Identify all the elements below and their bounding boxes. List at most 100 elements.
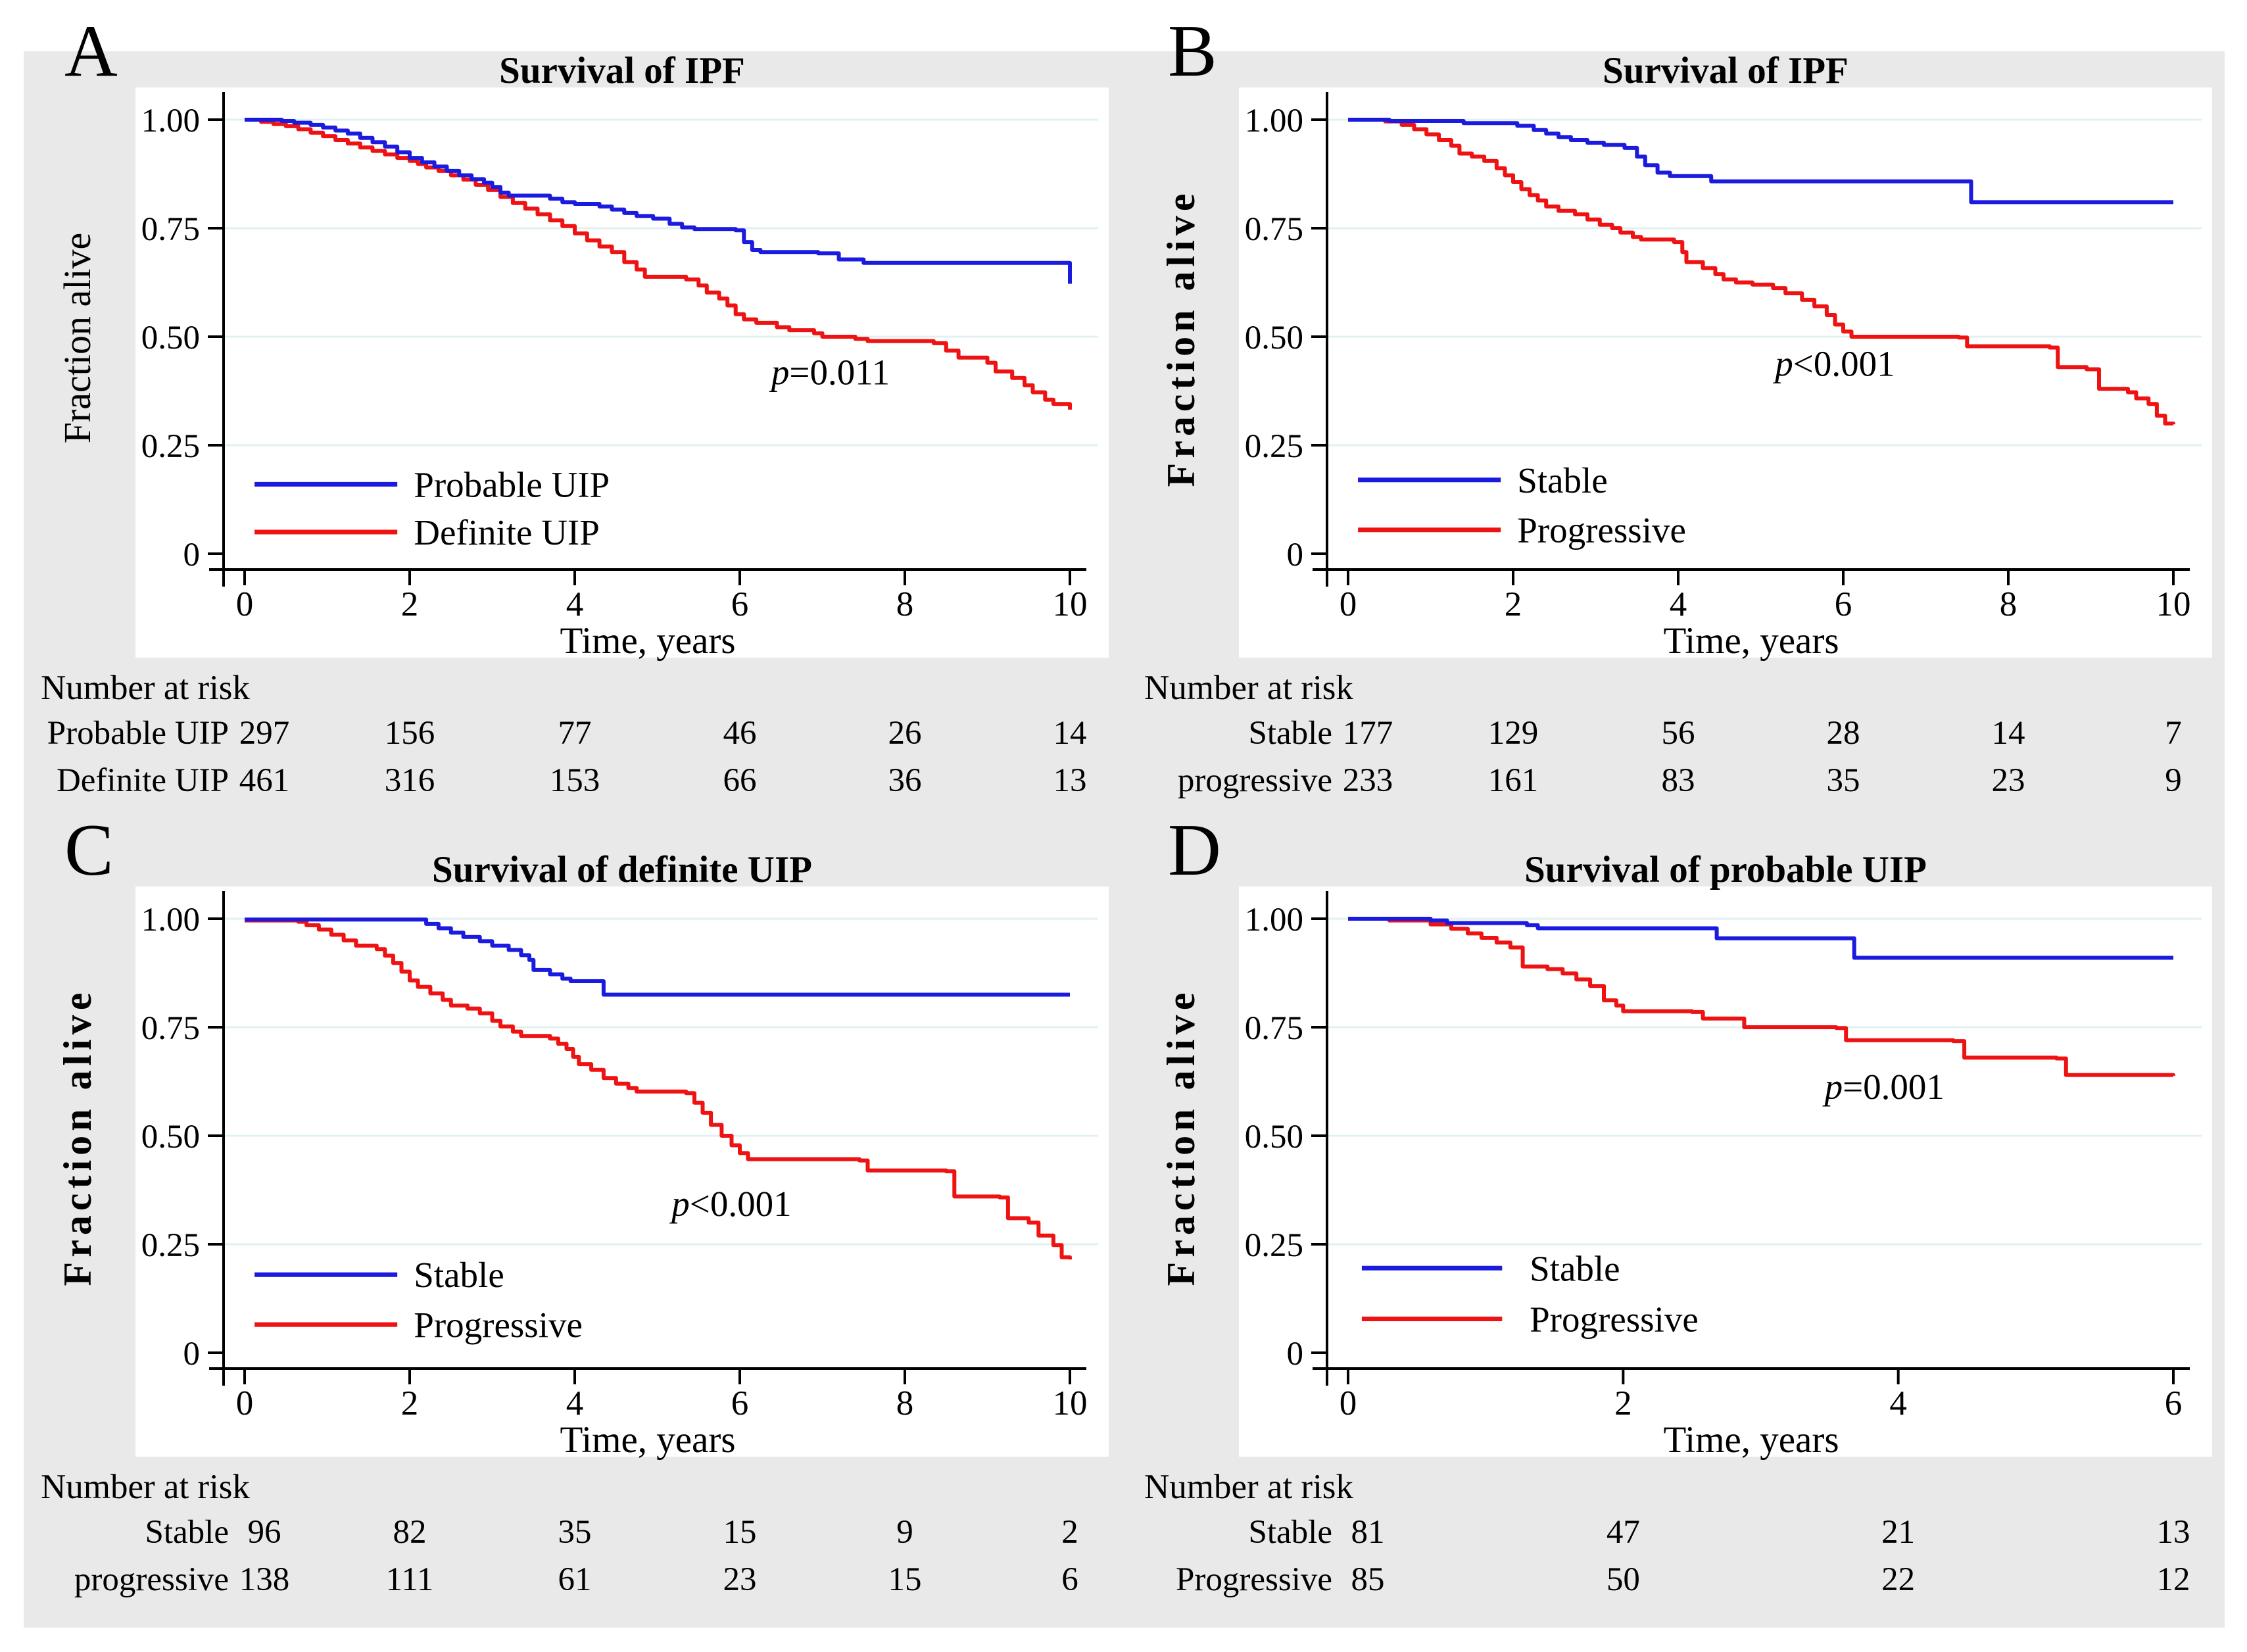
y-tick-label: 0.50	[1245, 1119, 1303, 1155]
x-tick-label: 2	[401, 585, 419, 623]
y-tick-label: 0.50	[141, 320, 200, 356]
panel-b: 1.00 0.75 0.50 0.25 0 0 2 4 6 8 10 Stable Progressiv…	[1103, 0, 2228, 830]
y-axis-title-d: Fraction alive	[1159, 988, 1203, 1286]
chart-title-a: Survival of IPF	[499, 50, 745, 91]
risk-count: 81	[1351, 1514, 1385, 1551]
x-tick-label: 0	[1340, 585, 1357, 623]
risk-count: 83	[1661, 762, 1695, 799]
x-tick-label: 10	[2156, 585, 2191, 623]
y-tick-label: 0	[1287, 537, 1304, 573]
survival-chart-c: 1.00 0.75 0.50 0.25 00 2 4 6 8 10 Stable Progressiv…	[135, 887, 1109, 1457]
y-tick-label: 0.25	[1245, 428, 1303, 465]
y-tick-label: 0	[183, 537, 201, 573]
risk-count: 461	[239, 762, 290, 799]
risk-count: 28	[1826, 715, 1860, 752]
y-tick-label: 0.75	[141, 211, 200, 248]
x-axis-title-a: Time, years	[560, 620, 736, 662]
risk-count: 15	[888, 1561, 922, 1598]
legend-label: Stable	[1530, 1248, 1620, 1288]
y-axis-title-c: Fraction alive	[56, 988, 99, 1286]
risk-count: 7	[2165, 715, 2182, 752]
y-tick-label: 0.75	[1245, 1010, 1303, 1047]
risk-count: 138	[239, 1561, 290, 1598]
x-tick-label: 4	[1670, 585, 1687, 623]
risk-count: 22	[1881, 1561, 1916, 1598]
risk-count: 156	[384, 715, 435, 752]
risk-table-header-b: Number at risk	[1144, 669, 1353, 707]
chart-card	[1239, 887, 2212, 1457]
risk-count: 23	[1991, 762, 2025, 799]
legend-label: Probable UIP	[414, 464, 610, 504]
survival-curve-progressive	[245, 918, 1072, 1260]
risk-count: 50	[1606, 1561, 1640, 1598]
risk-count: 23	[723, 1561, 757, 1598]
y-tick-label: 1.00	[141, 103, 200, 139]
survival-chart-d: 1.00 0.75 0.50 0.25 00 2 4 6 Stable Progressive p=…	[1239, 887, 2212, 1457]
risk-row-label: Probable UIP	[47, 715, 229, 752]
y-axis-title-a: Fraction alive	[56, 232, 99, 444]
risk-row-label: progressive	[1177, 762, 1332, 799]
risk-count: 66	[723, 762, 757, 799]
p-value: p<0.001	[1772, 343, 1895, 383]
risk-row-label: Stable	[1248, 1514, 1332, 1551]
risk-row-label: Stable	[1248, 715, 1332, 752]
y-tick-label: 0.75	[141, 1010, 200, 1047]
x-tick-label: 4	[566, 1384, 584, 1422]
x-tick-label: 6	[731, 1384, 749, 1422]
x-tick-label: 2	[1614, 1384, 1632, 1422]
risk-count: 85	[1351, 1561, 1385, 1598]
risk-count: 297	[239, 715, 290, 752]
chart-card	[135, 887, 1109, 1457]
risk-count: 47	[1606, 1514, 1640, 1551]
x-tick-label: 2	[401, 1384, 419, 1422]
chart-title-d: Survival of probable UIP	[1524, 849, 1927, 890]
y-tick-label: 0.50	[1245, 320, 1303, 356]
x-tick-label: 6	[731, 585, 749, 623]
risk-count: 21	[1881, 1514, 1916, 1551]
risk-count: 177	[1342, 715, 1393, 752]
risk-row-label: Definite UIP	[56, 762, 229, 799]
legend-label: Stable	[414, 1255, 504, 1295]
legend-label: Progressive	[414, 1305, 583, 1345]
risk-count: 129	[1487, 715, 1539, 752]
risk-count: 26	[888, 715, 922, 752]
legend-label: Definite UIP	[414, 512, 600, 552]
panel-d: 1.00 0.75 0.50 0.25 0 0 2 4 6 Stable Progressive p=…	[1103, 799, 2228, 1629]
risk-count: 111	[385, 1561, 434, 1598]
risk-table-header-d: Number at risk	[1144, 1468, 1353, 1506]
x-tick-label: 10	[1053, 1384, 1088, 1422]
risk-count: 56	[1661, 715, 1695, 752]
survival-curve-progressive	[1348, 118, 2175, 425]
y-tick-label: 0.75	[1245, 211, 1303, 248]
x-tick-label: 10	[1053, 585, 1088, 623]
p-value: p<0.001	[669, 1184, 791, 1224]
chart-title-b: Survival of IPF	[1603, 50, 1848, 91]
y-tick-label: 0.25	[1245, 1227, 1303, 1264]
y-tick-label: 0.25	[141, 428, 200, 465]
survival-curve-definite-uip	[245, 118, 1072, 410]
risk-count: 14	[1991, 715, 2025, 752]
survival-chart-a: 1.00 0.75 0.50 0.25 00 2 4 6 8 10 Probable UIP Defi…	[135, 87, 1109, 658]
risk-row-label: Stable	[145, 1514, 229, 1551]
survival-curve-progressive	[1348, 917, 2175, 1077]
risk-count: 46	[723, 715, 757, 752]
survival-curve-stable	[1348, 917, 2173, 960]
legend-label: Progressive	[1530, 1300, 1699, 1340]
x-axis-title-d: Time, years	[1663, 1419, 1839, 1461]
x-tick-label: 6	[1835, 585, 1852, 623]
risk-count: 2	[1061, 1514, 1078, 1551]
y-tick-label: 0.50	[141, 1119, 200, 1155]
risk-row-label: Progressive	[1176, 1561, 1332, 1598]
x-axis-title-c: Time, years	[560, 1419, 736, 1461]
x-tick-label: 0	[236, 585, 254, 623]
y-axis-title-b: Fraction alive	[1159, 189, 1203, 487]
x-tick-label: 4	[566, 585, 584, 623]
risk-count: 9	[896, 1514, 913, 1551]
risk-count: 316	[384, 762, 435, 799]
x-tick-label: 8	[896, 585, 914, 623]
survival-curve-stable	[1348, 118, 2173, 205]
panel-letter-c: C	[64, 810, 114, 891]
survival-curve-stable	[245, 917, 1070, 997]
panel-letter-a: A	[64, 11, 118, 92]
